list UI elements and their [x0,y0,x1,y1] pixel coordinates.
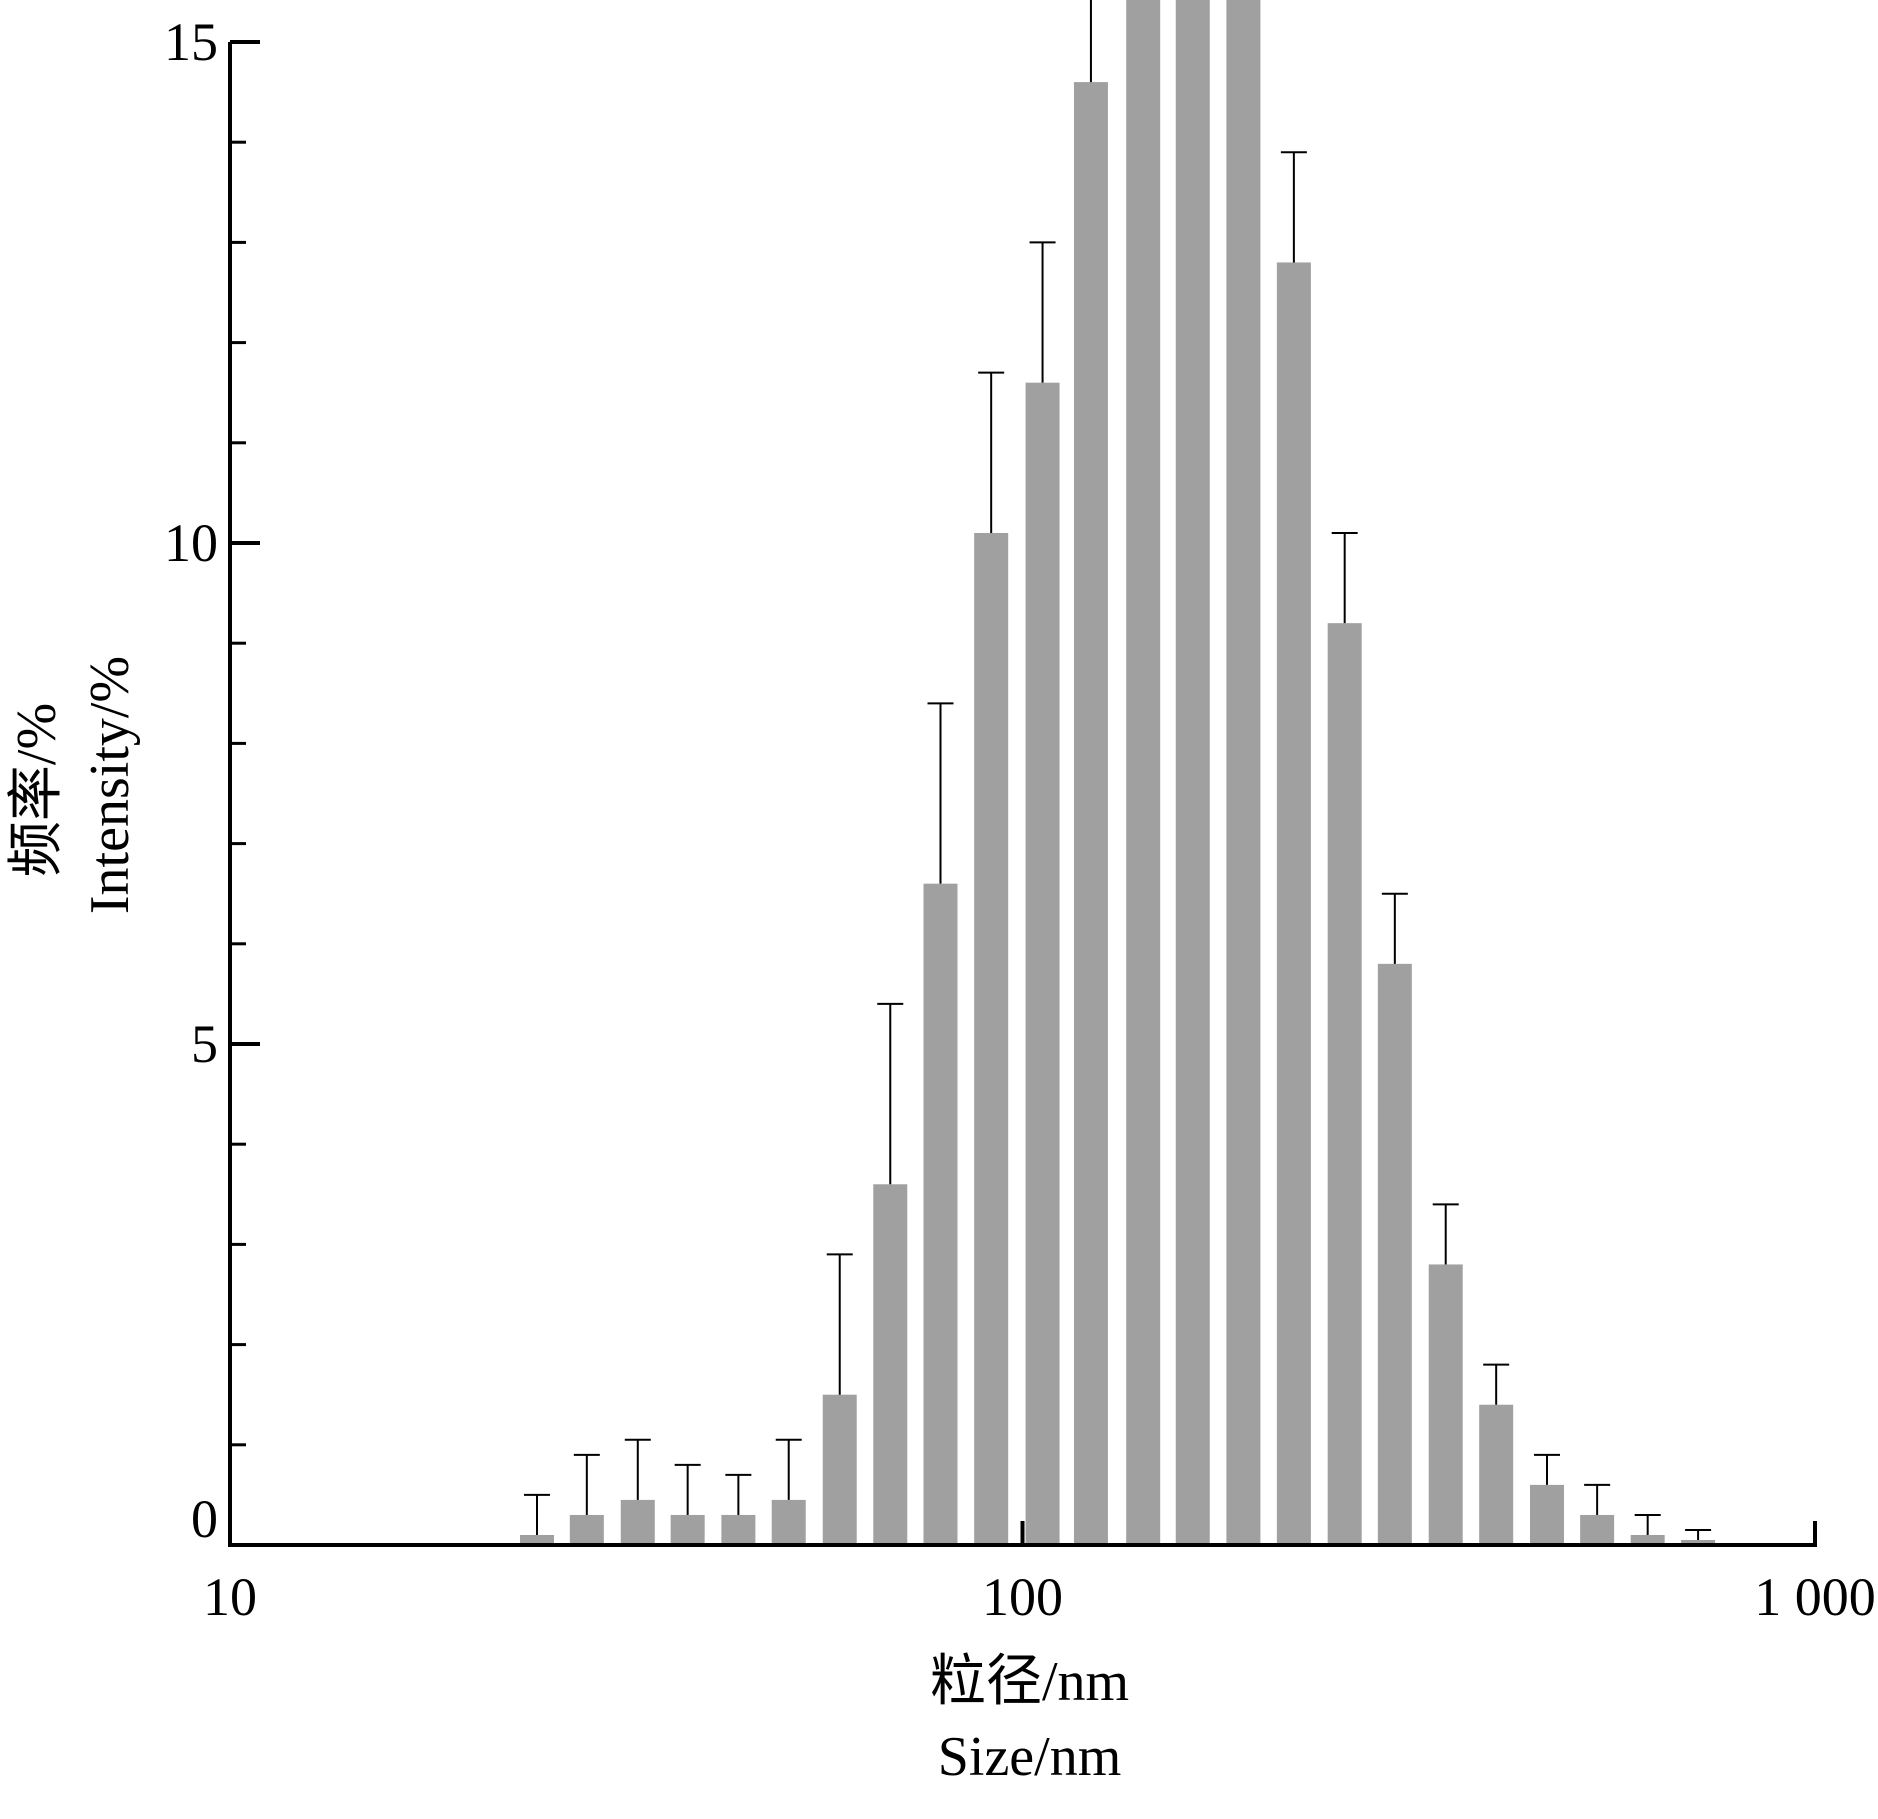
axes-group [228,40,1817,1547]
y-axis-title-en: Intensity/% [79,656,141,914]
labels-group: 0 5 10 15 10 100 1 000 粒径/nm Size/nm 频率/% Intensit… [6,12,1876,1788]
bar-10 [974,532,1009,1545]
bar-15 [1226,0,1261,1545]
bar-24 [1681,1539,1716,1545]
x-axis-title-cn: 粒径/nm [930,1651,1129,1713]
bar-22 [1580,1514,1615,1545]
bar-5 [721,1514,756,1545]
bar-19 [1428,1264,1463,1545]
y-tick-label: 5 [191,1014,218,1074]
bar-2 [569,1514,604,1545]
y-axis-title-cn: 频率/% [6,703,68,877]
bar-7 [822,1394,857,1545]
x-tick-label: 10 [203,1567,257,1627]
bar-11 [1025,382,1060,1546]
bar-21 [1529,1484,1564,1545]
bar-17 [1327,623,1362,1545]
bar-8 [873,1184,908,1545]
bar-4 [670,1514,705,1545]
x-tick-label: 100 [982,1567,1063,1627]
bar-23 [1630,1534,1665,1545]
bar-14 [1175,0,1210,1545]
bar-3 [620,1499,655,1545]
bar-9 [923,883,958,1545]
y-tick-label: 15 [164,12,218,72]
bar-1 [520,1534,555,1545]
bar-20 [1479,1404,1514,1545]
y-tick-label: 0 [191,1489,218,1549]
bars-group [520,0,1716,1546]
bar-6 [771,1499,806,1545]
x-tick-label: 1 000 [1754,1567,1876,1627]
errorbars-group [524,0,1712,1540]
x-axis-title-en: Size/nm [938,1726,1122,1788]
bar-13 [1126,0,1161,1546]
bar-16 [1276,262,1311,1546]
y-tick-label: 10 [164,513,218,573]
bar-12 [1073,82,1108,1546]
bar-18 [1377,963,1412,1545]
